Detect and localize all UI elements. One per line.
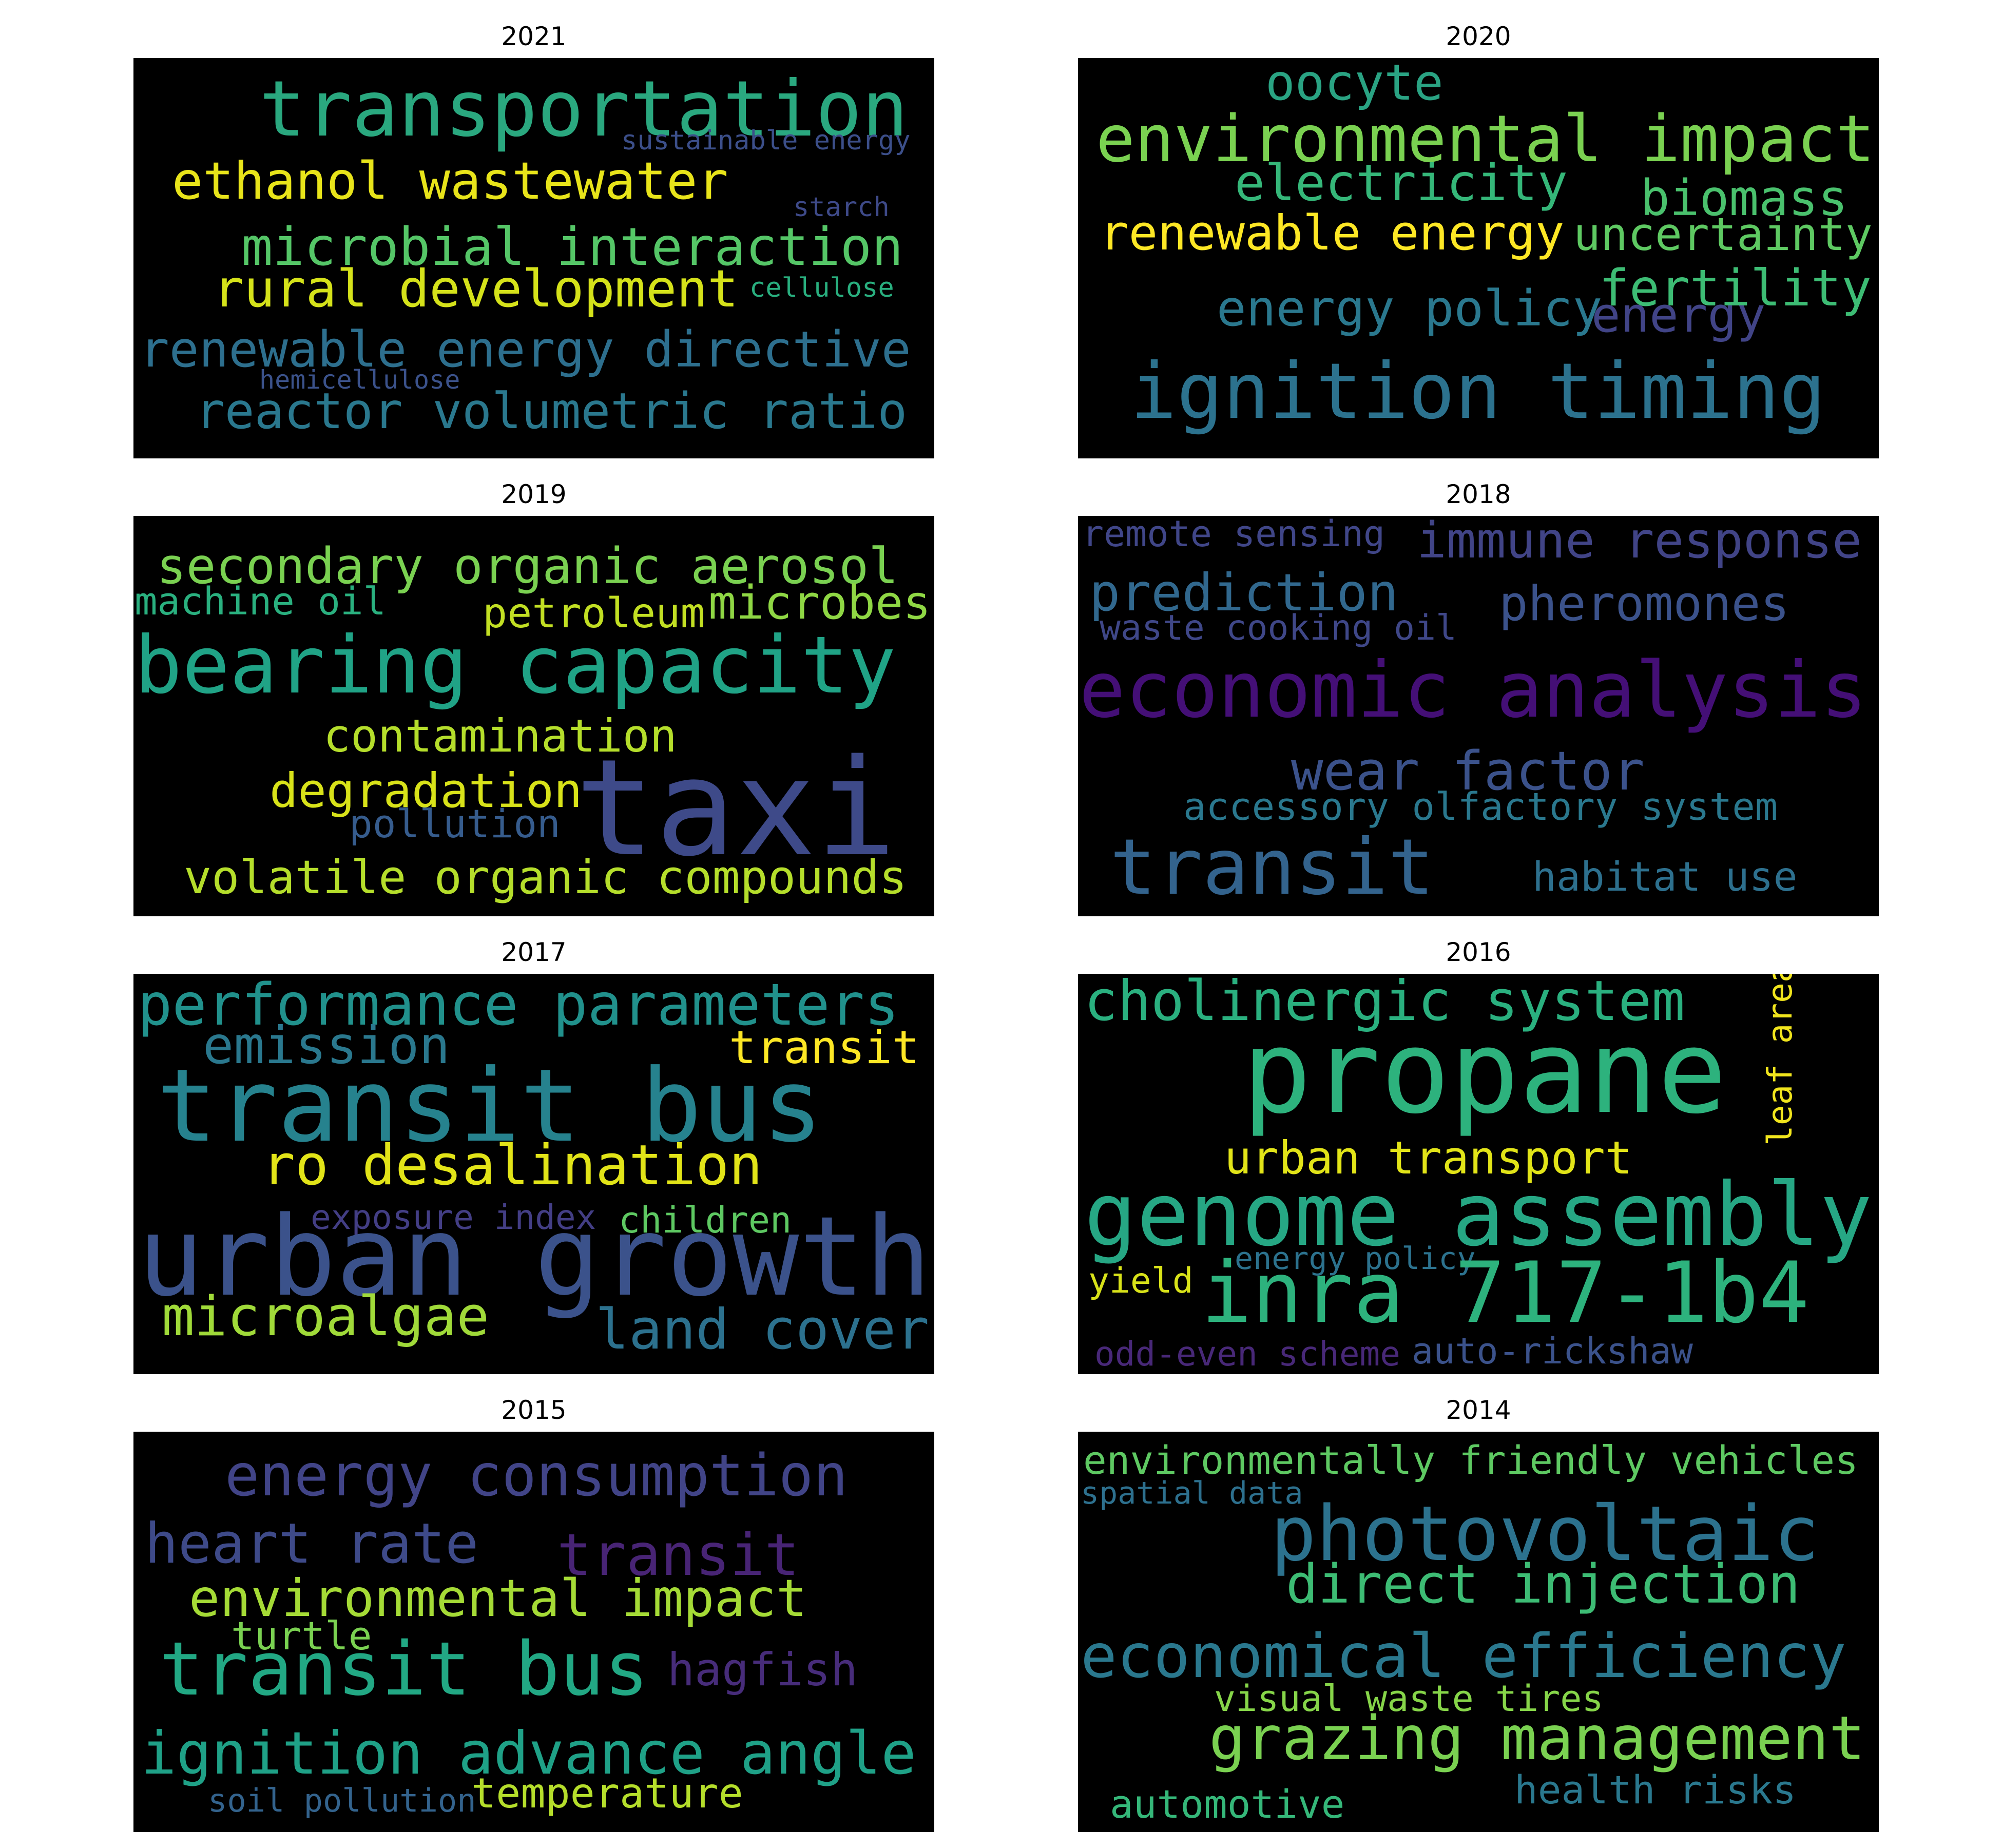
panel-title: 2017 xyxy=(501,937,567,967)
cloud-word: auto-rickshaw xyxy=(1412,1330,1693,1372)
cloud-word: children xyxy=(619,1199,792,1241)
cloud-word: microbes xyxy=(708,576,931,630)
cloud-word: accessory olfactory system xyxy=(1183,785,1778,829)
cloud-word: spatial data xyxy=(1081,1475,1303,1511)
word-cloud: environmentally friendly vehicles spatia… xyxy=(1078,1432,1879,1832)
word-cloud: cholinergic system propane leaf area urb… xyxy=(1078,974,1879,1374)
cloud-word: economical efficiency xyxy=(1081,1621,1846,1691)
cloud-word: yield xyxy=(1088,1261,1194,1301)
cloud-word: turtle xyxy=(231,1613,372,1659)
cloud-word: ro desalination xyxy=(262,1133,763,1198)
cloud-word: renewable energy directive xyxy=(140,321,911,378)
cloud-word: performance parameters xyxy=(138,974,899,1038)
cloud-word: land cover xyxy=(595,1298,930,1362)
cloud-word: volatile organic compounds xyxy=(184,851,907,904)
cloud-word: automotive xyxy=(1110,1781,1345,1827)
cloud-word: transit bus xyxy=(159,1626,649,1712)
panel-title: 2019 xyxy=(501,479,567,509)
cloud-word: photovoltaic xyxy=(1270,1490,1820,1578)
cloud-word: prediction xyxy=(1089,563,1399,623)
cloud-word: odd-even scheme xyxy=(1094,1334,1401,1374)
cloud-word: transit xyxy=(557,1522,800,1589)
cloud-word: microalgae xyxy=(162,1285,490,1348)
cloud-word: hemicellulose xyxy=(259,365,460,395)
cloud-word: electricity xyxy=(1235,154,1568,213)
panel-title: 2015 xyxy=(501,1395,567,1425)
cloud-word: cellulose xyxy=(749,273,894,303)
cloud-word: wear factor xyxy=(1291,740,1645,802)
panel-title: 2014 xyxy=(1446,1395,1511,1425)
word-cloud: energy consumption heart rate transit en… xyxy=(133,1432,934,1832)
cloud-word: contamination xyxy=(323,709,677,762)
cloud-word: rural development xyxy=(213,259,739,319)
panel-title: 2021 xyxy=(501,22,567,51)
cloud-word: propane xyxy=(1242,1005,1727,1139)
cloud-word: urban transport xyxy=(1224,1131,1632,1184)
word-cloud: remote sensing immune response predictio… xyxy=(1078,516,1879,916)
cloud-word: energy policy xyxy=(1235,1241,1476,1277)
cloud-word: ignition timing xyxy=(1130,347,1826,436)
cloud-word: energy xyxy=(1591,287,1766,343)
panel-title: 2020 xyxy=(1446,22,1511,51)
cloud-word: environmentally friendly vehicles xyxy=(1083,1437,1858,1483)
cloud-word: urban growth xyxy=(138,1193,932,1321)
cloud-word: fertility xyxy=(1599,259,1872,318)
cloud-word: remote sensing xyxy=(1082,516,1385,555)
cloud-word: direct injection xyxy=(1286,1553,1800,1615)
cloud-word: degradation xyxy=(270,763,583,818)
cloud-word: inra 717-1b4 xyxy=(1201,1244,1810,1342)
cloud-word: pollution xyxy=(349,801,561,846)
panel-title: 2016 xyxy=(1446,937,1511,967)
cloud-word: transit xyxy=(729,1021,919,1074)
cloud-word: temperature xyxy=(471,1769,743,1817)
cloud-word: cholinergic system xyxy=(1084,974,1685,1033)
cloud-word: uncertainty xyxy=(1573,208,1873,261)
cloud-word: energy policy xyxy=(1217,280,1603,337)
cloud-word: microbial interaction xyxy=(241,217,903,278)
cloud-word: transportation xyxy=(259,65,909,154)
cloud-word: environmental impact xyxy=(189,1568,807,1628)
cloud-word: starch xyxy=(793,192,890,223)
word-cloud: transportation sustainable energy ethano… xyxy=(133,58,934,458)
cloud-word: transit xyxy=(1110,823,1435,912)
cloud-word: petroleum xyxy=(483,589,705,637)
cloud-word: waste cooking oil xyxy=(1100,608,1457,648)
cloud-word: economic analysis xyxy=(1079,646,1868,735)
cloud-word: renewable energy xyxy=(1100,205,1565,261)
cloud-word: transit bus xyxy=(157,1048,823,1165)
cloud-word: habitat use xyxy=(1532,854,1798,900)
cloud-word: genome assembly xyxy=(1084,1164,1873,1266)
cloud-word: pheromones xyxy=(1499,576,1789,632)
cloud-word: heart rate xyxy=(145,1512,479,1576)
word-cloud: oocyte environmental impact electricity … xyxy=(1078,58,1879,458)
cloud-word: sustainable energy xyxy=(621,125,911,156)
cloud-word: grazing management xyxy=(1209,1703,1865,1774)
cloud-word: environmental impact xyxy=(1096,101,1875,177)
cloud-word: visual waste tires xyxy=(1214,1678,1604,1720)
cloud-word: emission xyxy=(203,1015,450,1075)
cloud-word: leaf area xyxy=(1760,974,1800,1146)
cloud-word: reactor volumetric ratio xyxy=(195,382,908,440)
cloud-word: ethanol wastewater xyxy=(172,151,728,211)
cloud-word: taxi xyxy=(575,731,897,886)
word-cloud: performance parameters emission transit … xyxy=(133,974,934,1374)
cloud-word: biomass xyxy=(1640,169,1848,227)
cloud-word: health risks xyxy=(1514,1767,1797,1813)
cloud-word: immune response xyxy=(1417,516,1862,569)
cloud-word: exposure index xyxy=(311,1198,596,1237)
panel-title: 2018 xyxy=(1446,479,1511,509)
cloud-word: oocyte xyxy=(1265,58,1443,111)
cloud-word: energy consumption xyxy=(225,1442,848,1509)
cloud-word: machine oil xyxy=(134,580,387,624)
cloud-word: hagfish xyxy=(667,1643,858,1696)
cloud-word: ignition advance angle xyxy=(141,1719,916,1787)
cloud-word: secondary organic aerosol xyxy=(157,537,898,595)
word-cloud: secondary organic aerosol machine oil mi… xyxy=(133,516,934,916)
cloud-word: soil pollution xyxy=(208,1782,476,1819)
cloud-word: bearing capacity xyxy=(134,620,896,711)
